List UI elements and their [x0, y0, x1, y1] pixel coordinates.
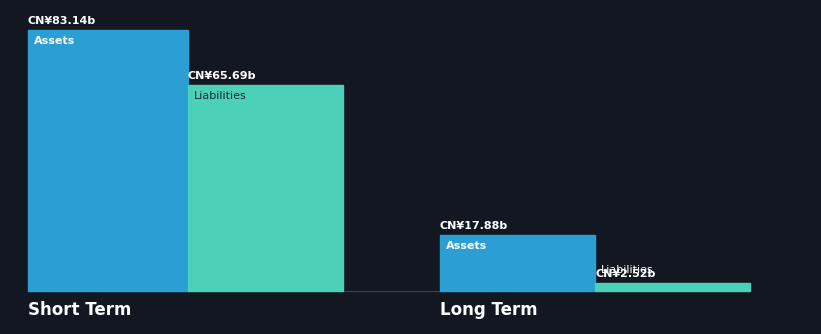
- Bar: [28, 30, 188, 291]
- Text: Liabilities: Liabilities: [601, 265, 654, 275]
- Text: CN¥65.69b: CN¥65.69b: [188, 71, 256, 81]
- Text: CN¥17.88b: CN¥17.88b: [440, 221, 508, 231]
- Text: Long Term: Long Term: [440, 301, 538, 319]
- Bar: [595, 283, 750, 291]
- Text: Assets: Assets: [446, 241, 487, 251]
- Text: Liabilities: Liabilities: [194, 91, 247, 101]
- Bar: [188, 85, 343, 291]
- Text: Assets: Assets: [34, 36, 76, 46]
- Text: Short Term: Short Term: [28, 301, 131, 319]
- Text: CN¥83.14b: CN¥83.14b: [28, 16, 96, 26]
- Text: CN¥2.52b: CN¥2.52b: [595, 269, 655, 279]
- Bar: [440, 235, 595, 291]
